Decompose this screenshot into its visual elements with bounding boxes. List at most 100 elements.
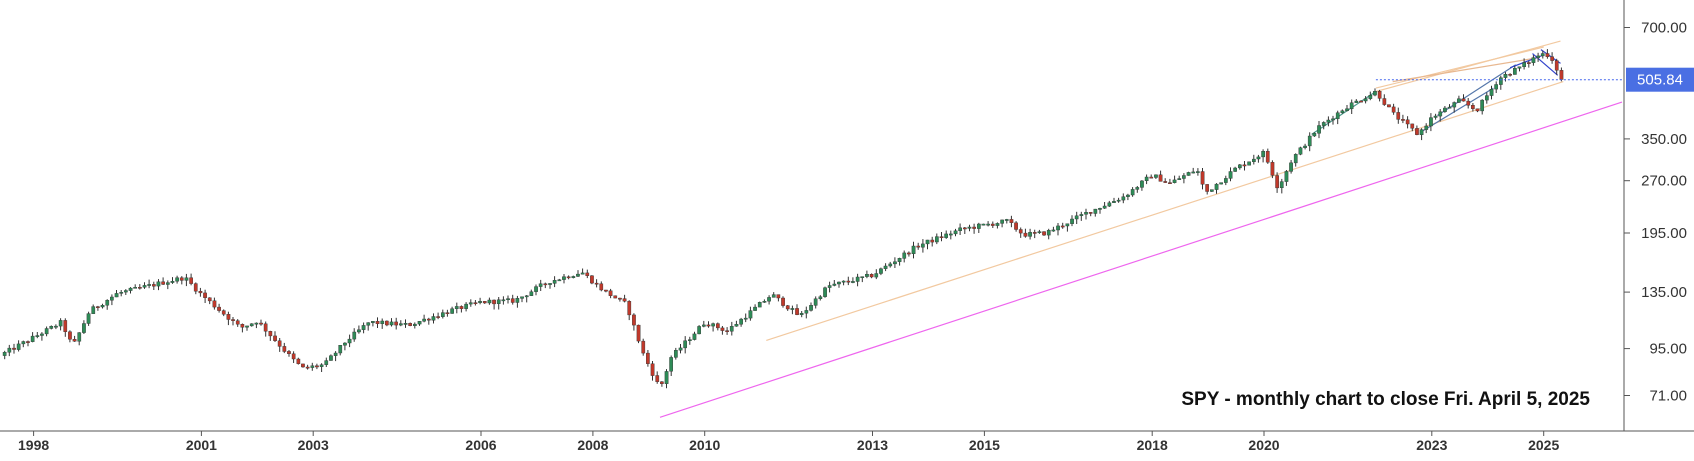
x-tick-label: 2008 bbox=[577, 437, 608, 453]
candle-up bbox=[1335, 112, 1340, 119]
candle-up bbox=[1368, 94, 1373, 99]
candle-up bbox=[2, 352, 7, 356]
candle-down bbox=[235, 320, 240, 325]
candle-up bbox=[1177, 178, 1182, 180]
candle-up bbox=[389, 321, 394, 326]
candle-up bbox=[804, 310, 809, 314]
candle-down bbox=[268, 331, 273, 337]
candle-up bbox=[403, 323, 408, 325]
candle-up bbox=[1321, 122, 1326, 126]
candle-down bbox=[1359, 100, 1363, 103]
candle-up bbox=[977, 223, 981, 229]
candle-up bbox=[697, 326, 701, 335]
candle-up bbox=[1331, 118, 1335, 121]
candle-up bbox=[128, 287, 133, 291]
candle-down bbox=[212, 300, 217, 308]
candle-down bbox=[282, 346, 287, 352]
candle-up bbox=[664, 371, 669, 384]
candle-down bbox=[1382, 98, 1387, 105]
candle-down bbox=[1508, 73, 1512, 76]
x-tick-label: 2001 bbox=[186, 437, 217, 453]
candle-down bbox=[207, 297, 212, 302]
candle-up bbox=[688, 339, 692, 342]
candle-up bbox=[711, 323, 715, 327]
candle-up bbox=[1303, 145, 1307, 148]
candle-down bbox=[1168, 182, 1172, 185]
candle-up bbox=[1070, 218, 1074, 224]
candle-up bbox=[995, 223, 1000, 226]
candle-up bbox=[133, 287, 137, 289]
candle-up bbox=[254, 322, 259, 325]
candle-down bbox=[408, 323, 412, 326]
candle-up bbox=[1489, 88, 1494, 96]
candle-up bbox=[1429, 117, 1433, 127]
candle-up bbox=[91, 306, 96, 314]
candle-down bbox=[655, 375, 660, 382]
candle-down bbox=[636, 324, 641, 342]
candle-up bbox=[879, 268, 883, 274]
candle-up bbox=[1345, 108, 1349, 111]
candle-up bbox=[352, 331, 357, 340]
candle-up bbox=[1433, 115, 1438, 118]
candle-up bbox=[21, 341, 26, 345]
candle-down bbox=[776, 294, 781, 299]
candle-up bbox=[958, 227, 962, 232]
candle-down bbox=[72, 339, 77, 342]
candle-up bbox=[1079, 214, 1084, 216]
candle-down bbox=[95, 306, 100, 309]
candle-down bbox=[394, 321, 398, 326]
candle-up bbox=[944, 233, 948, 238]
candle-up bbox=[771, 294, 776, 298]
candle-up bbox=[739, 318, 743, 325]
chart-annotation: SPY - monthly chart to close Fri. April … bbox=[1181, 389, 1590, 410]
candle-up bbox=[142, 285, 147, 288]
candle-up bbox=[818, 296, 823, 300]
candle-up bbox=[1536, 55, 1540, 58]
candle-up bbox=[1214, 183, 1219, 190]
candle-down bbox=[1401, 119, 1405, 121]
candle-up bbox=[911, 245, 916, 255]
candle-up bbox=[1512, 67, 1517, 75]
candle-up bbox=[921, 243, 925, 248]
candle-up bbox=[953, 230, 958, 235]
candle-down bbox=[259, 322, 263, 325]
candle-up bbox=[175, 277, 179, 282]
candle-down bbox=[1060, 225, 1065, 228]
candle-up bbox=[529, 291, 534, 296]
candle-up bbox=[40, 333, 44, 336]
candle-up bbox=[1116, 199, 1121, 202]
candle-down bbox=[1014, 222, 1018, 230]
candle-up bbox=[753, 306, 757, 311]
candle-down bbox=[1415, 128, 1419, 135]
candle-up bbox=[100, 305, 105, 308]
candle-up bbox=[1354, 100, 1359, 103]
candle-down bbox=[296, 358, 301, 365]
candle-up bbox=[1126, 194, 1130, 197]
candle-up bbox=[105, 300, 110, 306]
candle-down bbox=[1018, 229, 1023, 234]
candle-down bbox=[1387, 104, 1391, 108]
candle-up bbox=[1144, 176, 1149, 181]
candle-down bbox=[716, 323, 720, 329]
candle-up bbox=[1424, 125, 1429, 130]
candle-up bbox=[1219, 182, 1223, 185]
candle-up bbox=[245, 325, 249, 328]
candle-down bbox=[1088, 212, 1093, 214]
y-tick-label: 700.00 bbox=[1641, 20, 1687, 37]
candle-up bbox=[1247, 161, 1251, 166]
x-tick-label: 2010 bbox=[689, 437, 720, 453]
candle-up bbox=[683, 340, 687, 349]
candle-up bbox=[888, 263, 893, 267]
candle-down bbox=[1475, 108, 1480, 112]
candle-up bbox=[1135, 187, 1140, 190]
candle-down bbox=[315, 365, 319, 368]
candle-up bbox=[1503, 73, 1508, 78]
candle-up bbox=[319, 364, 324, 367]
candle-up bbox=[832, 283, 837, 286]
candle-up bbox=[1340, 110, 1345, 113]
candle-down bbox=[445, 312, 450, 315]
candle-down bbox=[179, 277, 184, 281]
candle-up bbox=[1186, 172, 1191, 176]
